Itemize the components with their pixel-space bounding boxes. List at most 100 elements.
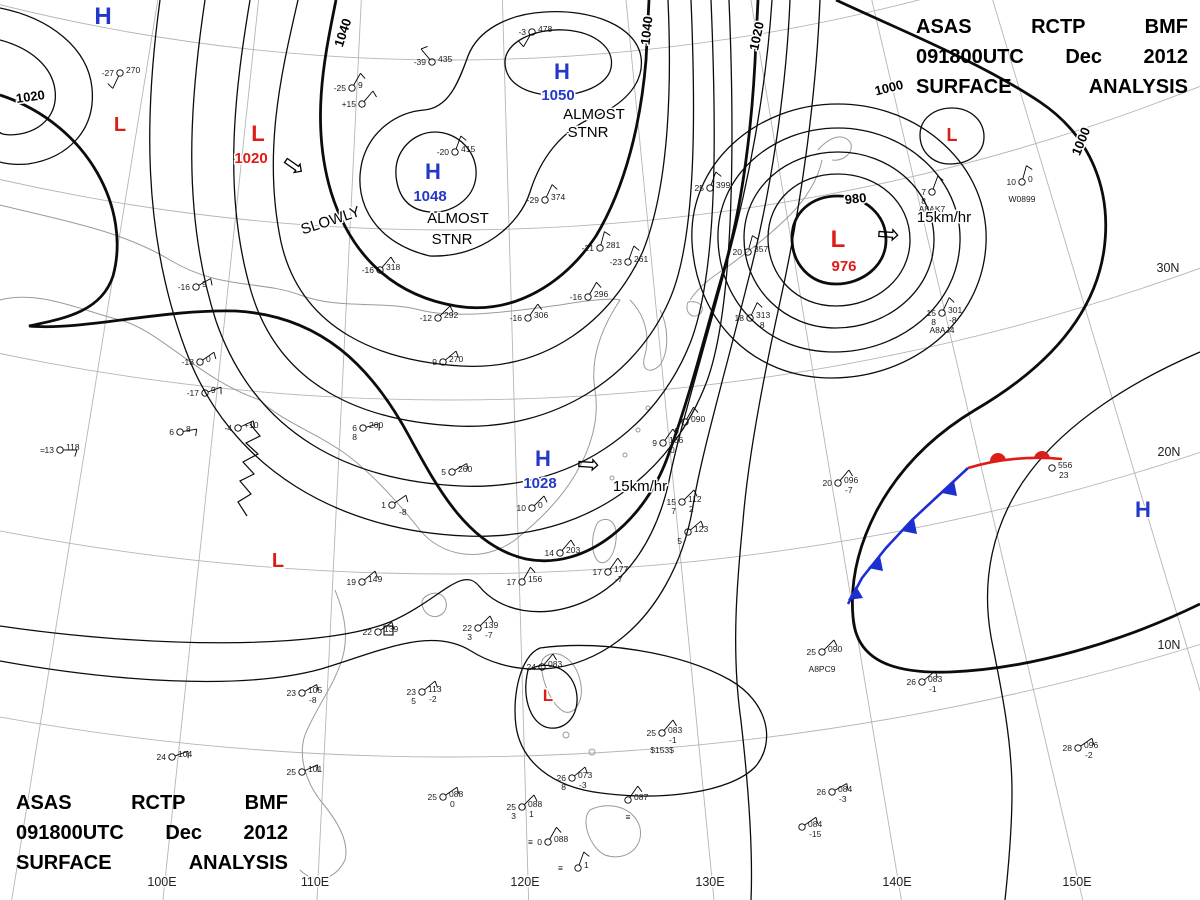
wind-barb [365,423,380,428]
station-circle [538,663,546,671]
station-circle [434,314,442,322]
wind-barb [533,495,545,507]
station-plot: 20 357 [733,235,768,257]
isobar [233,0,695,427]
station-circle [746,314,754,322]
station-pressure: 292 [444,310,458,320]
station-plot: 084-15 [798,816,822,839]
station-pressure: 096 [1084,740,1098,750]
coastline [540,653,582,713]
front-layer [846,451,1063,605]
pressure-center-value: 1028 [523,475,556,492]
station-temperature: 26 [907,677,917,687]
station-pressure: 0 [538,500,543,510]
wind-barb [183,428,197,432]
cold-front-triangle [848,586,863,600]
station-circle [56,446,64,454]
coastline [817,136,852,161]
station-circle [448,468,456,476]
wind-barb [1080,737,1093,747]
wind-barb [174,750,189,757]
station-temperature: 15 [927,308,937,318]
station-plot: 19 149 [347,570,382,587]
isobar [717,127,961,353]
station-pressure: 9 [202,279,207,289]
station-weather-symbol: = [40,445,45,455]
station-tendency: -1 [929,684,937,694]
station-temperature: -18 [182,357,195,367]
wind-barb-feather [360,72,366,79]
station-temperature: 28 [1063,743,1073,753]
station-plot: -17 9 [187,385,222,398]
station-circle [798,823,806,831]
station-circle [298,689,306,697]
station-pressure: 203 [566,545,580,555]
station-temperature: 0 [537,837,542,847]
isobar [514,644,768,797]
station-temperature: -16 [570,292,583,302]
isobar-bold [835,0,1200,674]
station-pressure: 260 [369,420,383,430]
island [562,731,570,739]
station-pressure: 104 [178,749,192,759]
station-plot: 17 177-7 [593,557,628,584]
title-block-bottom-left: ASAS RCTP BMF 091800UTC Dec 2012 SURFACE… [16,788,288,878]
station-pressure: 087 [634,792,648,802]
station-plot: 10 0 [517,495,548,513]
station-circle [659,439,667,447]
station-pressure: 084 [808,819,822,829]
station-tendency: 0 [450,799,455,809]
island [645,405,651,411]
station-circle [604,568,612,576]
wind-barb [523,567,531,580]
wind-barb-feather [390,256,395,264]
wind-barb-feather [213,352,217,360]
wind-barb-feather [633,245,640,251]
station-pressure: 113 [428,684,442,694]
station-circle [681,418,689,426]
wind-barb [750,302,758,316]
station-dewpoint: 8 [561,782,566,792]
station-circle [358,578,366,586]
latitude-label: 20N [1158,445,1181,459]
station-circle [528,28,536,36]
isobar [191,0,715,487]
station-pressure: 083 [548,659,562,669]
station-circle [298,768,306,776]
station-id: $153$ [650,745,674,755]
isobar [743,151,935,329]
station-circle [834,479,842,487]
station-plot: 0 ≡ 088 [528,826,568,847]
station-temperature: 22 [463,623,473,633]
wind-barb [710,171,717,186]
wind-barb-feather [583,851,590,857]
station-dewpoint: 5 [411,696,416,706]
isobar [525,664,578,729]
movement-label: 15km/hr [613,478,667,495]
warm-front [967,456,1063,470]
coastline-layer [0,136,852,880]
station-circle [358,100,366,108]
station-id: A8PC9 [809,664,836,674]
station-pressure: 088 [554,834,568,844]
latitude-label: 10N [1158,638,1181,652]
station-pressure: 096 [844,475,858,485]
wind-barb [664,428,674,441]
station-pressure: 261 [634,254,648,264]
wind-barb [600,231,605,246]
cold-front-triangle [868,556,883,571]
wind-barb-feather [543,495,548,503]
station-plot: 22 139 [363,621,398,637]
station-temperature: -23 [610,257,623,267]
longitude-label: 120E [510,875,539,889]
station-circle [359,424,367,432]
title-block-top-right: ASAS RCTP BMF 091800UTC Dec 2012 SURFACE… [916,12,1188,102]
isobar-value-label: 1000 [873,77,905,99]
wind-barb-feather [693,406,699,413]
station-id: W0899 [1009,194,1036,204]
station-pressure: 177 [614,564,628,574]
station-temperature: 1 [381,500,386,510]
